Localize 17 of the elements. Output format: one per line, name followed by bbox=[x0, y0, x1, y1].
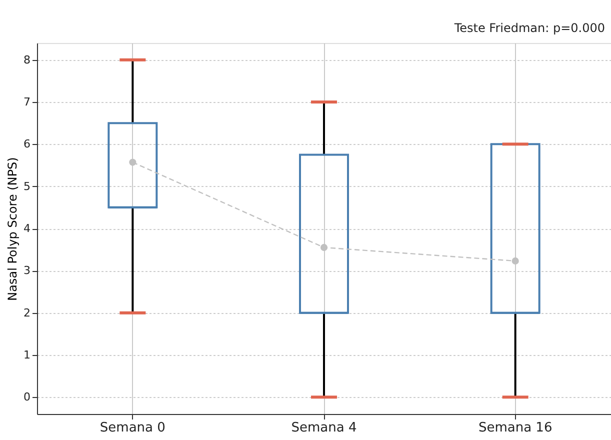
y-tick-label: 7 bbox=[24, 96, 30, 109]
x-tick-label: Semana 16 bbox=[478, 420, 552, 436]
y-tick-label: 0 bbox=[24, 390, 30, 404]
text: Teste Friedman: p=0.000 bbox=[453, 21, 605, 35]
point bbox=[320, 244, 328, 251]
y-tick-label: 5 bbox=[24, 180, 30, 193]
y-tick-label: 6 bbox=[24, 138, 30, 151]
point bbox=[129, 158, 136, 166]
y-tick-label: 4 bbox=[24, 222, 30, 235]
y-tick-label: 2 bbox=[24, 306, 30, 320]
y-tick-label: 3 bbox=[24, 264, 30, 278]
point bbox=[512, 257, 519, 264]
y-tick-label: 8 bbox=[24, 53, 30, 66]
y-axis-title: Nasal Polyp Score (NPS) bbox=[6, 157, 20, 301]
x-tick-label: Semana 0 bbox=[100, 420, 166, 436]
y-tick-label: 1 bbox=[24, 348, 30, 362]
x-tick-label: Semana 4 bbox=[291, 420, 357, 436]
